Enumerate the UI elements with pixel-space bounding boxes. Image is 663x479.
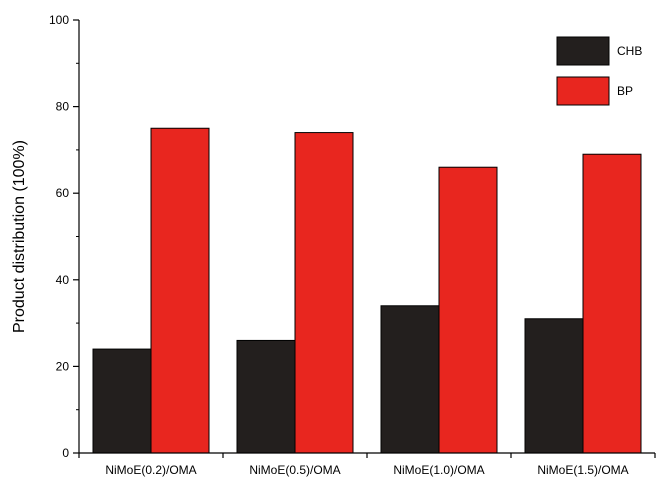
x-tick-label: NiMoE(0.5)/OMA	[249, 463, 340, 477]
legend: CHB BP	[556, 36, 642, 106]
y-tick-label: 20	[56, 359, 70, 373]
bar-chb-2	[236, 339, 296, 454]
y-tick-label: 80	[56, 100, 70, 114]
y-tick-label: 40	[56, 273, 70, 287]
bar-chb-1	[92, 348, 152, 454]
y-tick-label: 0	[62, 446, 69, 460]
x-tick-label: NiMoE(0.2)/OMA	[105, 463, 196, 477]
bar-bp-4	[582, 153, 642, 454]
x-tick-label: NiMoE(1.0)/OMA	[393, 463, 484, 477]
bar-bp-2	[294, 132, 354, 454]
y-axis-title: Product distribution (100%)	[11, 140, 28, 333]
bar-chb-3	[380, 305, 440, 454]
legend-swatch-bp	[556, 76, 610, 106]
x-tick-label: NiMoE(1.5)/OMA	[537, 463, 628, 477]
axes-group: 0 20 40 60 80 100 NiMoE(0.2)/OMA NiMoE(0.5)/OMA…	[49, 13, 656, 477]
bars-group	[92, 127, 642, 454]
bar-bp-3	[438, 166, 498, 454]
legend-label-chb: CHB	[617, 44, 642, 58]
legend-label-bp: BP	[617, 84, 633, 98]
bar-chb-4	[524, 318, 584, 454]
y-tick-label: 100	[49, 13, 69, 27]
legend-swatch-chb	[556, 36, 610, 66]
y-tick-label: 60	[56, 186, 70, 200]
bar-bp-1	[150, 127, 210, 454]
